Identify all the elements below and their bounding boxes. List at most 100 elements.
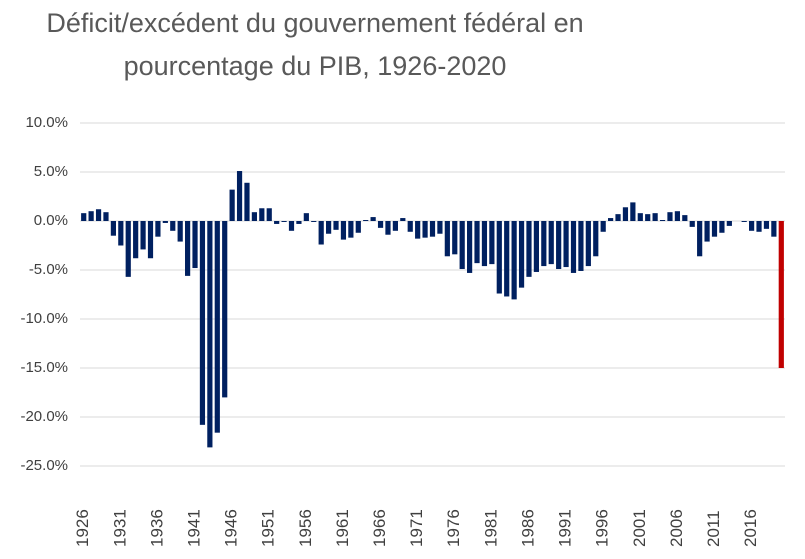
bar [459,221,465,270]
bar [593,221,599,257]
y-tick-label: -5.0% [29,261,68,278]
x-tick-label: 1991 [556,509,575,547]
bar [437,221,443,234]
x-tick-label: 2006 [667,509,686,547]
chart-title: pourcentage du PIB, 1926-2020 [124,51,507,81]
x-tick-label: 1996 [593,509,612,547]
bar [526,221,532,277]
bar [103,212,109,221]
y-tick-label: -10.0% [20,310,68,327]
bar [400,218,406,221]
bar [236,171,243,221]
bar [110,221,116,236]
bar [711,221,718,237]
bar [422,221,428,238]
bar [281,221,287,222]
bar [452,221,458,255]
x-tick-label: 1931 [110,509,129,547]
x-tick-label: 1986 [518,509,537,547]
bar [147,221,154,259]
bar [637,213,643,221]
bar [88,211,94,221]
bar [667,212,673,221]
x-tick-label: 1941 [185,509,204,547]
bar [429,221,436,237]
bar [682,215,688,221]
x-tick-label: 1961 [333,509,352,547]
bar [333,221,339,230]
bar [585,221,591,267]
bar [118,221,124,246]
bar [348,221,354,238]
x-tick-label: 1971 [407,509,426,547]
bar [496,221,502,294]
bar [622,207,629,221]
chart-title: Déficit/excédent du gouvernement fédéral… [46,8,583,38]
bar [95,209,102,221]
bar [570,221,577,273]
bar [274,221,280,224]
x-tick-label: 1946 [222,509,241,547]
bar [726,221,732,226]
bar [199,221,206,425]
bar [763,221,770,229]
bar [645,214,651,221]
y-tick-label: 5.0% [34,163,68,180]
bar [363,220,369,221]
bar [340,221,347,240]
bar [756,221,762,232]
bar [207,221,213,448]
bar [259,208,265,221]
bar [771,221,777,237]
bar [674,211,680,221]
x-tick-label: 1956 [296,509,315,547]
bar [474,221,480,264]
bar [155,221,161,237]
bar [170,221,176,231]
y-tick-label: 0.0% [34,212,68,229]
bar [719,221,725,233]
bar [511,221,517,300]
bar [140,221,146,250]
bar [749,221,755,231]
bar [177,221,183,242]
bar [578,221,584,271]
bar [266,208,272,221]
bar [303,213,309,221]
x-tick-label: 1966 [370,509,389,547]
bar [548,221,554,265]
bar [214,221,220,433]
bar [697,221,703,257]
x-tick-label: 2011 [704,510,723,547]
bar [481,221,488,267]
bar [326,221,332,234]
bar [415,221,421,239]
bar [229,189,235,221]
y-tick-label: -25.0% [20,457,68,474]
bar [162,221,168,223]
bar [81,213,87,221]
bar [244,182,250,221]
bar [533,221,539,272]
y-tick-label: -15.0% [20,359,68,376]
bar [392,221,398,231]
bar [652,213,658,221]
bar [370,217,376,221]
bar [659,220,666,221]
bar [741,221,747,222]
bar [518,221,525,288]
bar [541,221,547,267]
y-tick-label: 10.0% [25,114,68,131]
bar [615,214,621,221]
bar [689,221,695,227]
bar [489,221,495,265]
y-tick-label: -20.0% [20,408,68,425]
bar [444,221,450,257]
bar [467,221,473,273]
bar [600,221,606,232]
bar [556,221,562,270]
bar [407,221,413,232]
bar [608,218,614,221]
bar [288,221,295,231]
